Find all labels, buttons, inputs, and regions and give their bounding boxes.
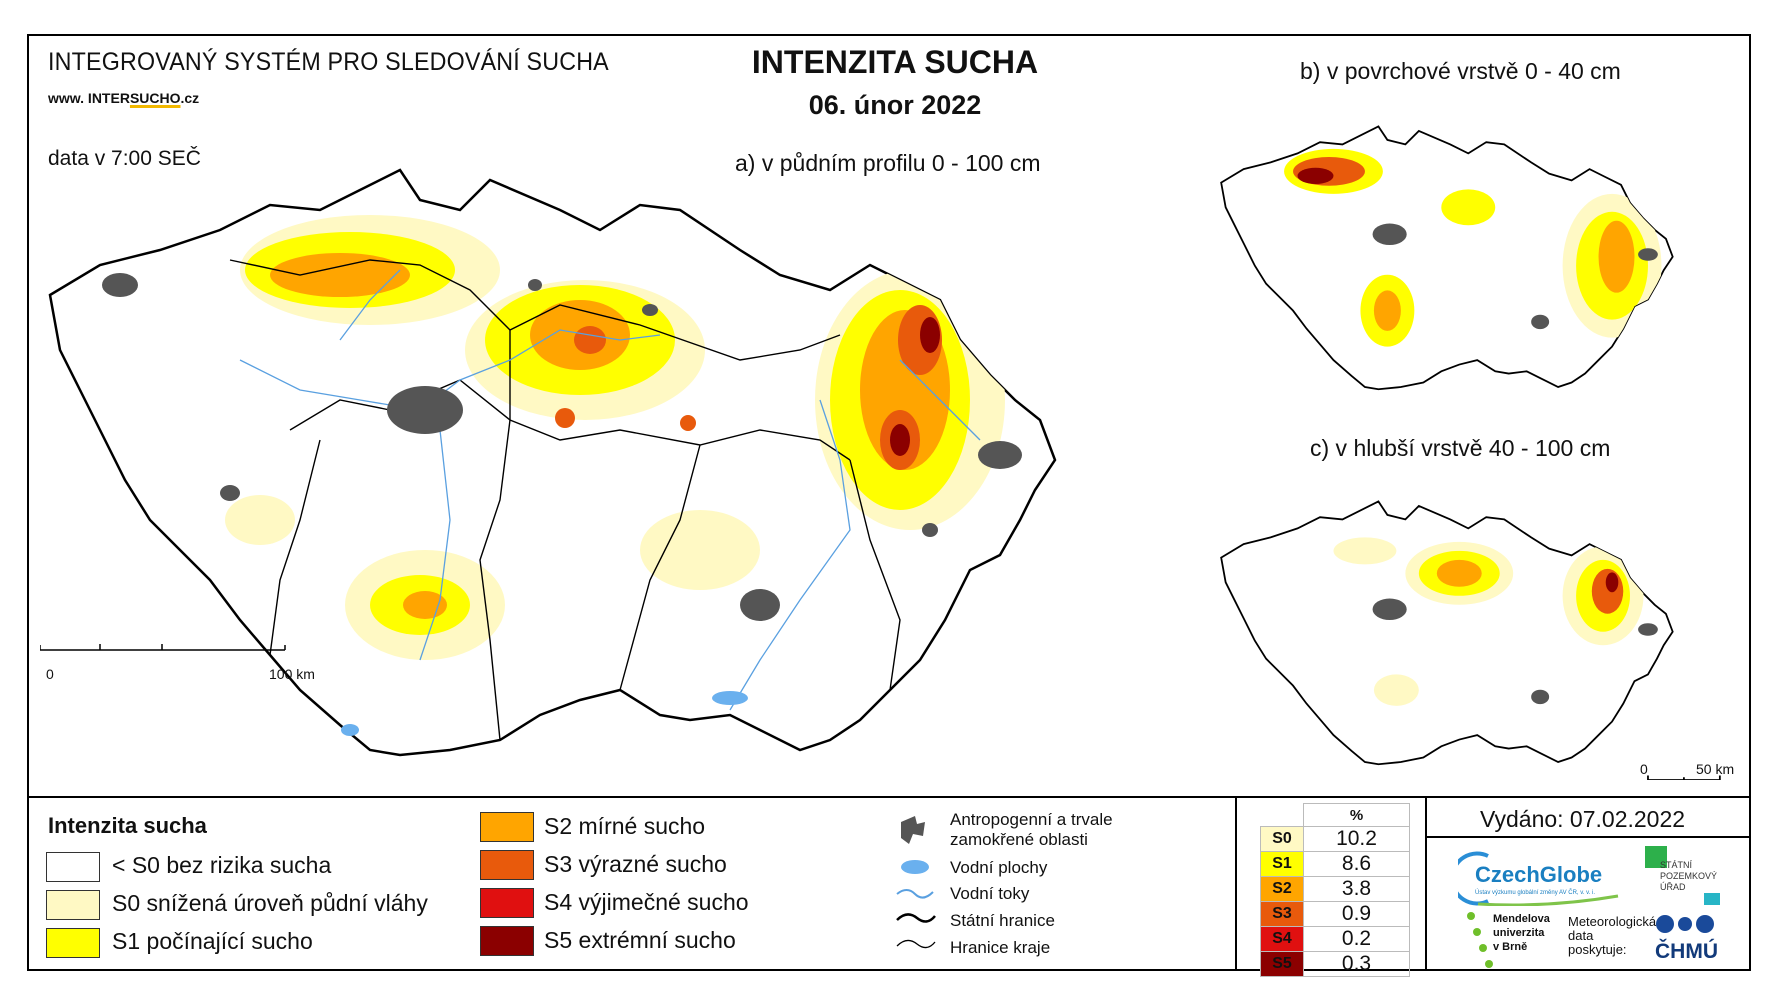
table-row: S5 0.3 [1260, 951, 1410, 977]
urban-area-icon [901, 816, 925, 844]
data-time-label: data v 7:00 SEČ [48, 147, 201, 170]
legend-divider-v2 [1425, 798, 1427, 971]
table-row: S1 8.6 [1260, 851, 1410, 877]
table-row: S3 0.9 [1260, 901, 1410, 927]
region-border-icon [896, 939, 936, 949]
spu-logo-mark [1704, 893, 1720, 905]
legend-swatch-s2 [480, 812, 534, 842]
issued-date: Vydáno: 07.02.2022 [1480, 806, 1686, 832]
scale-bar-a [40, 644, 286, 651]
legend-label-s3: S3 výrazné sucho [544, 851, 727, 877]
map-b [1220, 125, 1674, 391]
rivers [239, 269, 981, 711]
legend-label-water: Vodní plochy [950, 858, 1048, 877]
legend-label-s4: S4 výjimečné sucho [544, 889, 749, 915]
legend-swatch-s0 [46, 890, 100, 920]
legend-label-state-border: Státní hranice [950, 911, 1055, 930]
issued-divider [1427, 836, 1749, 838]
met-data-label: Meteorologická data poskytuje: [1568, 914, 1657, 957]
legend-swatch-s1 [46, 928, 100, 958]
scale-a-start: 0 [46, 666, 54, 682]
legend-label-s1: S1 počínající sucho [112, 928, 313, 954]
map-c-title: c) v hlubší vrstvě 40 - 100 cm [1310, 435, 1611, 461]
chmu-logo: ČHMÚ [1655, 940, 1718, 963]
legend-divider-v1 [1235, 798, 1237, 971]
map-date: 06. únor 2022 [808, 90, 982, 120]
mendel-logo-icon [1467, 912, 1493, 968]
map-b-title: b) v povrchové vrstvě 0 - 40 cm [1300, 58, 1621, 84]
table-row: S4 0.2 [1260, 926, 1410, 952]
legend-icons [896, 816, 936, 949]
mendel-university-logo: Mendelova univerzita v Brně [1493, 913, 1550, 953]
legend-label-s2: S2 mírné sucho [544, 813, 706, 839]
scale-a-end: 100 km [269, 666, 315, 682]
legend-label-river: Vodní toky [950, 884, 1030, 903]
water-body-icon [901, 860, 929, 874]
legend-swatch-s3 [480, 850, 534, 880]
percent-table-header: % [1261, 803, 1410, 827]
drought-areas [225, 215, 1005, 660]
legend-swatch-s4 [480, 888, 534, 918]
water-bodies [341, 691, 748, 736]
scale-c-end: 50 km [1696, 761, 1735, 777]
chmu-logo-icon [1656, 915, 1714, 933]
czechglobe-logo-icon [1458, 851, 1619, 906]
spu-logo: STÁTNÍ POZEMKOVÝ ÚŘAD [1660, 860, 1718, 892]
spu-logo-icon [1645, 846, 1667, 868]
legend-label-urban: Antropogenní a trvale zamokřené oblasti [950, 810, 1113, 849]
table-row: S0 10.2 [1260, 826, 1410, 852]
table-row: S2 3.8 [1260, 876, 1410, 902]
river-icon [896, 889, 934, 899]
urban-areas [102, 273, 1022, 621]
system-title: INTEGROVANÝ SYSTÉM PRO SLEDOVÁNÍ SUCHA [48, 48, 609, 76]
main-title: INTENZITA SUCHA [751, 44, 1039, 80]
map-a [40, 168, 1057, 757]
map-a-title: a) v půdním profilu 0 - 100 cm [735, 150, 1041, 176]
map-c [1220, 500, 1721, 780]
scale-c-start: 0 [1640, 761, 1648, 777]
czechglobe-logo: CzechGlobe [1475, 862, 1603, 887]
percent-table: % S0 10.2 S1 8.6 S2 3.8 S3 0.9 S4 0.2 S5 0.3 [1260, 803, 1410, 977]
legend-label-region-border: Hranice kraje [950, 938, 1051, 957]
website-link[interactable]: www. INTERSUCHO.cz [48, 90, 200, 106]
legend-label-below-s0: < S0 bez rizika sucha [112, 852, 332, 878]
legend-divider [29, 796, 1749, 798]
state-border-icon [896, 913, 936, 923]
legend-title: Intenzita sucha [48, 813, 207, 838]
legend-swatch-below-s0 [46, 852, 100, 882]
czechglobe-logo-subtitle: Ústav výzkumu globální změny AV ČR, v. v… [1475, 890, 1596, 896]
legend-swatch-s5 [480, 926, 534, 956]
legend-label-s5: S5 extrémní sucho [544, 927, 736, 953]
legend-label-s0: S0 snížená úroveň půdní vláhy [112, 890, 428, 916]
region-borders [229, 259, 901, 741]
